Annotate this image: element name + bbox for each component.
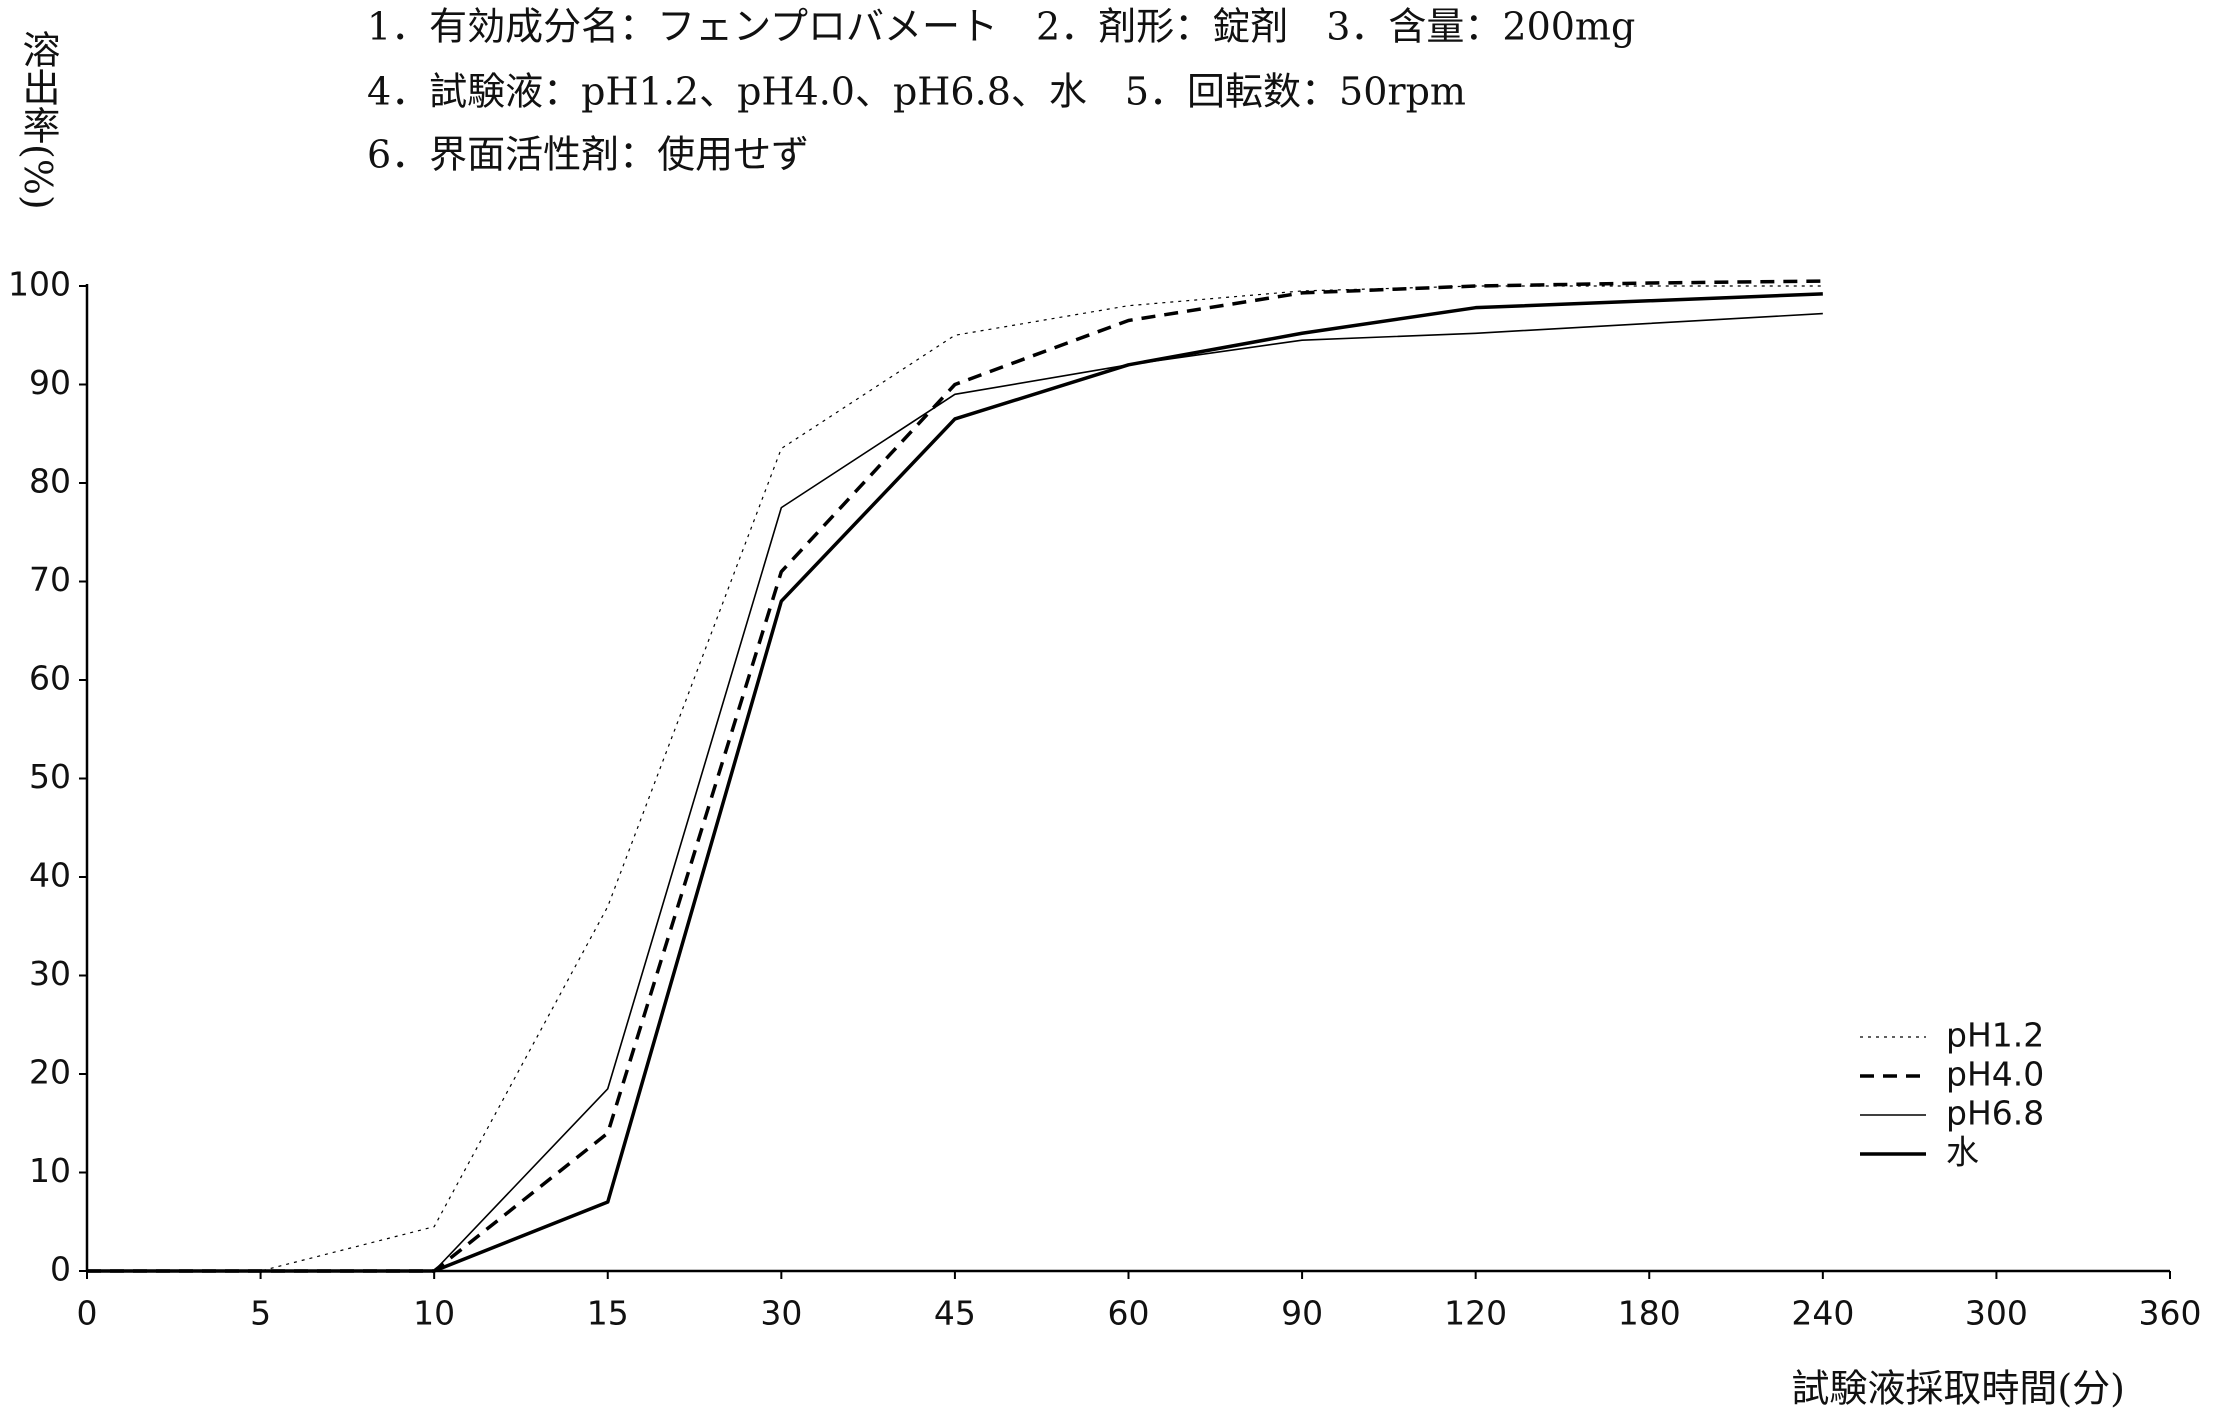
series-line xyxy=(87,279,1823,1273)
x-tick-label: 60 xyxy=(1108,1294,1150,1333)
x-tick-label: 300 xyxy=(1965,1294,2028,1333)
y-tick-label: 10 xyxy=(29,1151,71,1190)
title-line: 1．有効成分名：フェンプロバメート 2．剤形：錠剤 3．含量：200mg xyxy=(367,5,1635,49)
y-tick-label: 60 xyxy=(29,659,71,698)
y-tick-label: 30 xyxy=(29,954,71,993)
y-tick-label: 20 xyxy=(29,1053,71,1092)
y-axis-label: 溶出率(%) xyxy=(16,30,60,210)
y-tick-label: 40 xyxy=(29,856,71,895)
series-line xyxy=(87,285,1823,1272)
x-tick-label: 0 xyxy=(77,1294,98,1333)
legend-label: pH6.8 xyxy=(1946,1094,2044,1133)
x-tick-label: 180 xyxy=(1618,1294,1681,1333)
y-tick-label: 70 xyxy=(29,560,71,599)
x-tick-label: 15 xyxy=(587,1294,629,1333)
x-axis-label: 試験液採取時間(分) xyxy=(1791,1367,2125,1411)
y-tick-label: 50 xyxy=(29,757,71,796)
title-line: 6．界面活性剤：使用せず xyxy=(367,133,809,177)
title-line: 4．試験液：pH1.2、pH4.0、pH6.8、水 5．回転数：50rpm xyxy=(367,70,1466,114)
series-line xyxy=(87,292,1823,1273)
x-tick-label: 10 xyxy=(413,1294,455,1333)
legend-label: 水 xyxy=(1946,1133,1979,1172)
x-tick-label: 5 xyxy=(250,1294,271,1333)
x-tick-label: 45 xyxy=(934,1294,976,1333)
x-tick-label: 30 xyxy=(760,1294,802,1333)
y-tick-label: 80 xyxy=(29,462,71,501)
x-tick-label: 360 xyxy=(2139,1294,2202,1333)
y-tick-label: 90 xyxy=(29,363,71,402)
x-tick-label: 240 xyxy=(1791,1294,1854,1333)
legend-label: pH4.0 xyxy=(1946,1055,2044,1094)
series-line xyxy=(87,312,1823,1272)
legend-label: pH1.2 xyxy=(1946,1016,2044,1055)
y-tick-label: 0 xyxy=(50,1250,71,1289)
y-tick-label: 100 xyxy=(8,265,71,304)
x-tick-label: 90 xyxy=(1281,1294,1323,1333)
x-tick-label: 120 xyxy=(1444,1294,1507,1333)
